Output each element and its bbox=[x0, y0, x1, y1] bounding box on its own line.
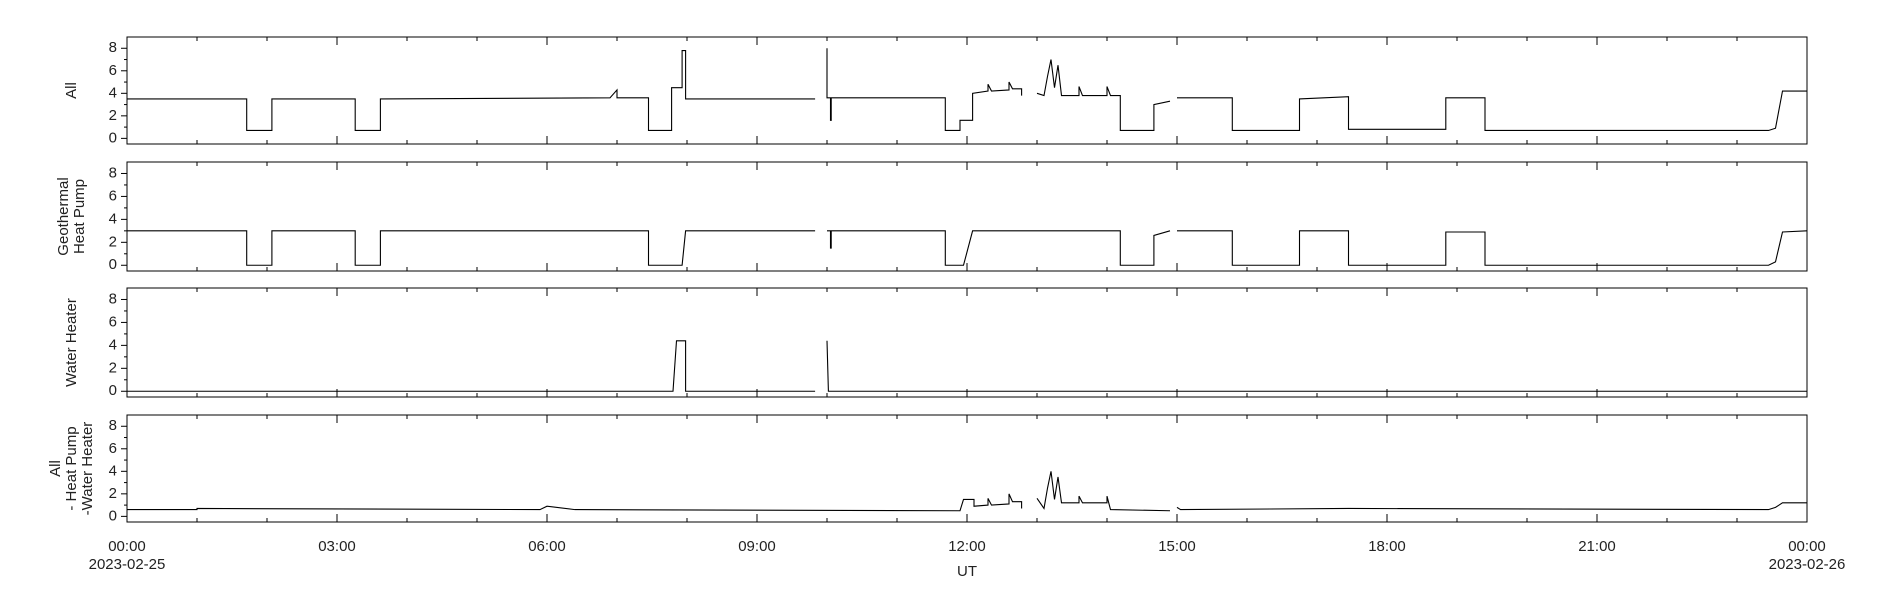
y-tick-label: 4 bbox=[109, 462, 117, 479]
x-tick-label: 12:00 bbox=[948, 538, 986, 555]
trace bbox=[127, 230, 1808, 266]
trace bbox=[127, 471, 1807, 512]
trace bbox=[127, 48, 1807, 132]
y-tick-label: 6 bbox=[109, 313, 117, 330]
y-tick-label: 8 bbox=[109, 164, 117, 181]
y-axis-label: Heat Pump bbox=[71, 179, 88, 254]
y-tick-label: 6 bbox=[109, 440, 117, 457]
y-axis-label: All bbox=[47, 460, 64, 477]
x-date-label: 2023-02-25 bbox=[89, 556, 166, 573]
y-axis-label: -Water Heater bbox=[79, 422, 96, 516]
y-tick-label: 8 bbox=[109, 39, 117, 56]
x-tick-label: 15:00 bbox=[1158, 538, 1196, 555]
x-tick-label: 09:00 bbox=[738, 538, 776, 555]
y-tick-label: 8 bbox=[109, 417, 117, 434]
y-tick-label: 6 bbox=[109, 62, 117, 79]
x-tick-label: 06:00 bbox=[528, 538, 566, 555]
x-axis-label: UT bbox=[957, 563, 977, 580]
y-axis-label: Geothermal bbox=[55, 177, 72, 255]
y-tick-label: 4 bbox=[109, 336, 117, 353]
y-tick-label: 2 bbox=[109, 107, 117, 124]
y-tick-label: 4 bbox=[109, 210, 117, 227]
y-axis-label: Water Heater bbox=[63, 298, 80, 387]
x-tick-label: 03:00 bbox=[318, 538, 356, 555]
panel-frame bbox=[126, 414, 1808, 523]
x-tick-label: 18:00 bbox=[1368, 538, 1406, 555]
y-tick-label: 0 bbox=[109, 129, 117, 146]
y-tick-label: 2 bbox=[109, 485, 117, 502]
y-tick-label: 0 bbox=[109, 507, 117, 524]
x-tick-label: 00:00 bbox=[108, 538, 146, 555]
y-axis-label: - Heat Pump bbox=[63, 426, 80, 510]
panel-frame bbox=[126, 161, 1808, 272]
y-tick-label: 2 bbox=[109, 233, 117, 250]
y-tick-label: 0 bbox=[109, 382, 117, 399]
y-tick-label: 2 bbox=[109, 359, 117, 376]
x-tick-label: 21:00 bbox=[1578, 538, 1616, 555]
panel-frame bbox=[126, 36, 1808, 145]
y-tick-label: 6 bbox=[109, 187, 117, 204]
y-tick-label: 4 bbox=[109, 84, 117, 101]
y-axis-label: All bbox=[63, 82, 80, 99]
x-date-label: 2023-02-26 bbox=[1769, 556, 1846, 573]
y-tick-label: 8 bbox=[109, 290, 117, 307]
x-tick-label: 00:00 bbox=[1788, 538, 1826, 555]
trace bbox=[127, 340, 1807, 392]
panel-frame bbox=[126, 287, 1808, 398]
y-tick-label: 0 bbox=[109, 256, 117, 273]
